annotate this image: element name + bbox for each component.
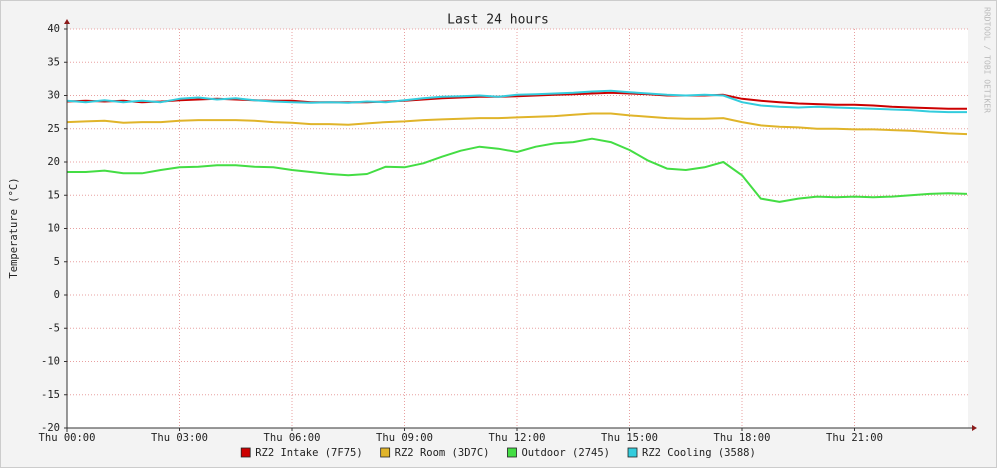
y-tick-label: 0 bbox=[54, 289, 60, 301]
legend-swatch bbox=[507, 447, 517, 458]
x-tick-label: Thu 15:00 bbox=[601, 432, 658, 444]
y-tick-label: 40 bbox=[47, 23, 60, 35]
legend-label: RZ2 Cooling (3588) bbox=[642, 447, 756, 459]
y-tick-label: -20 bbox=[41, 422, 60, 434]
legend-label: RZ2 Room (3D7C) bbox=[395, 447, 490, 459]
x-tick-label: Thu 21:00 bbox=[826, 432, 883, 444]
series-line bbox=[67, 137, 968, 203]
y-tick-label: 5 bbox=[54, 256, 60, 268]
legend: RZ2 Intake (7F75) RZ2 Room (3D7C) Outdoor … bbox=[240, 447, 756, 459]
y-tick-label: -15 bbox=[41, 389, 60, 401]
x-tick-label: Thu 09:00 bbox=[376, 432, 433, 444]
y-axis-label: Temperature (°C) bbox=[8, 177, 20, 278]
y-tick-label: 20 bbox=[47, 156, 60, 168]
y-tick-label: 10 bbox=[47, 223, 60, 235]
y-tick-label: 35 bbox=[47, 56, 60, 68]
watermark: RRDTOOL / TOBI OETIKER bbox=[983, 7, 992, 113]
lines bbox=[66, 89, 968, 203]
chart-title: Last 24 hours bbox=[447, 13, 549, 28]
y-tick-label: 30 bbox=[47, 90, 60, 102]
legend-label: RZ2 Intake (7F75) bbox=[255, 447, 362, 459]
y-tick-label: 25 bbox=[47, 123, 60, 135]
grid: -20 -15 -10 -5 0 5 10 15 20 25 30 35 40 Thu 00:00 Thu … bbox=[39, 23, 968, 444]
legend-swatch bbox=[240, 447, 251, 458]
x-axis-arrow bbox=[972, 425, 977, 431]
x-tick-label: Thu 12:00 bbox=[489, 432, 546, 444]
y-axis-arrow bbox=[64, 19, 70, 24]
x-tick-label: Thu 03:00 bbox=[151, 432, 208, 444]
legend-label: Outdoor (2745) bbox=[521, 447, 610, 459]
legend-swatch bbox=[380, 447, 391, 458]
series-line bbox=[66, 112, 968, 136]
y-tick-label: 15 bbox=[47, 189, 60, 201]
series-line bbox=[66, 89, 967, 114]
y-tick-label: -5 bbox=[47, 322, 60, 334]
x-tick-label: Thu 06:00 bbox=[264, 432, 321, 444]
x-tick-label: Thu 18:00 bbox=[714, 432, 771, 444]
legend-swatch bbox=[627, 447, 638, 458]
y-tick-label: -10 bbox=[41, 356, 60, 368]
x-tick-label: Thu 00:00 bbox=[39, 432, 96, 444]
